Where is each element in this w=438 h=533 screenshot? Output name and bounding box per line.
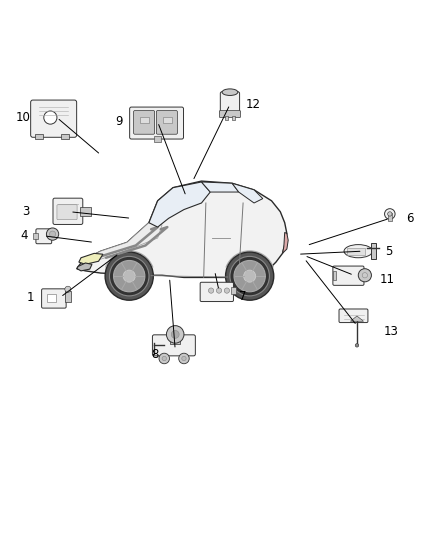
Bar [232, 116, 235, 120]
Polygon shape [201, 182, 239, 192]
Circle shape [113, 261, 145, 292]
Bar [61, 134, 69, 140]
Text: 7: 7 [239, 290, 247, 303]
FancyBboxPatch shape [220, 92, 240, 115]
Circle shape [208, 288, 214, 293]
Polygon shape [83, 223, 162, 261]
Circle shape [171, 330, 179, 338]
FancyBboxPatch shape [339, 309, 368, 322]
Circle shape [44, 111, 57, 124]
Polygon shape [350, 316, 364, 321]
Bar [65, 292, 71, 302]
Circle shape [216, 288, 222, 293]
Circle shape [49, 231, 56, 237]
Circle shape [110, 256, 149, 296]
Circle shape [388, 212, 392, 216]
Bar [347, 248, 365, 255]
Ellipse shape [222, 89, 238, 95]
Bar [80, 207, 91, 216]
Polygon shape [149, 182, 210, 227]
Bar [170, 334, 180, 344]
Circle shape [159, 353, 170, 364]
FancyBboxPatch shape [219, 110, 240, 118]
Text: 13: 13 [384, 325, 399, 338]
FancyBboxPatch shape [53, 198, 83, 224]
Bar [371, 243, 376, 259]
Bar [163, 117, 172, 123]
Circle shape [105, 252, 153, 300]
Bar [33, 233, 38, 239]
Text: 5: 5 [385, 245, 392, 257]
Circle shape [234, 261, 265, 292]
Polygon shape [77, 263, 92, 271]
Circle shape [166, 326, 184, 343]
Circle shape [385, 209, 395, 219]
Circle shape [230, 256, 269, 296]
Text: 4: 4 [20, 229, 28, 243]
Text: 8: 8 [151, 348, 158, 361]
Bar [47, 294, 56, 302]
Circle shape [362, 273, 367, 278]
Circle shape [179, 353, 189, 364]
Text: 10: 10 [15, 111, 30, 124]
FancyBboxPatch shape [130, 107, 184, 139]
FancyBboxPatch shape [200, 282, 233, 302]
FancyBboxPatch shape [333, 266, 364, 285]
FancyBboxPatch shape [36, 229, 52, 244]
Bar [388, 213, 392, 221]
Text: 11: 11 [380, 273, 395, 286]
FancyBboxPatch shape [152, 335, 195, 356]
Circle shape [224, 288, 230, 293]
Bar [35, 134, 43, 140]
Circle shape [46, 228, 59, 240]
Text: 9: 9 [115, 116, 123, 128]
Circle shape [226, 252, 274, 300]
FancyBboxPatch shape [31, 100, 77, 138]
Bar [140, 117, 149, 123]
FancyBboxPatch shape [42, 289, 66, 308]
Polygon shape [232, 183, 263, 203]
Polygon shape [77, 181, 287, 278]
Text: 12: 12 [246, 98, 261, 111]
Bar [225, 116, 228, 120]
FancyBboxPatch shape [57, 205, 77, 220]
FancyBboxPatch shape [134, 110, 155, 134]
Text: 1: 1 [27, 290, 35, 304]
Circle shape [355, 344, 359, 347]
FancyBboxPatch shape [156, 110, 177, 134]
Bar [154, 136, 161, 142]
Bar [333, 271, 336, 280]
Bar [231, 287, 236, 294]
Circle shape [65, 286, 71, 292]
Circle shape [358, 269, 371, 282]
Ellipse shape [344, 245, 372, 258]
Circle shape [162, 356, 166, 361]
Polygon shape [283, 232, 288, 253]
Polygon shape [79, 253, 103, 264]
Text: 3: 3 [22, 205, 29, 218]
Circle shape [182, 356, 186, 361]
Circle shape [244, 270, 256, 282]
Circle shape [123, 270, 135, 282]
Text: 6: 6 [406, 212, 413, 225]
